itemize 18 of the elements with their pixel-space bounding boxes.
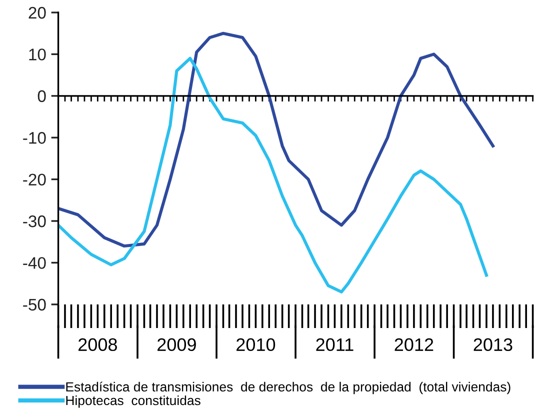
y-tick-label: -20 [23,174,46,186]
legend-label: Estadística de transmisiones de derechos de la propiedad (total viviendas) [66,382,510,394]
y-tick-label: -30 [23,215,46,228]
x-tick-label: 2009 [158,338,196,352]
legend-label: Hipotecas constituidas [66,395,200,408]
y-tick-label: -50 [23,298,46,311]
y-tick-label: -10 [23,132,46,144]
x-tick-label: 2012 [394,338,434,352]
x-tick-label: 2010 [236,338,276,352]
x-tick-label: 2013 [474,338,512,352]
x-tick-label: 2008 [78,338,117,352]
y-tick-label: 20 [28,6,46,19]
line-series [58,56,488,294]
y-tick-label: 0 [38,90,46,102]
y-tick-label: -40 [23,257,46,269]
x-tick-label: 2011 [316,338,354,352]
line-series [58,32,494,248]
y-tick-label: 10 [29,48,46,60]
